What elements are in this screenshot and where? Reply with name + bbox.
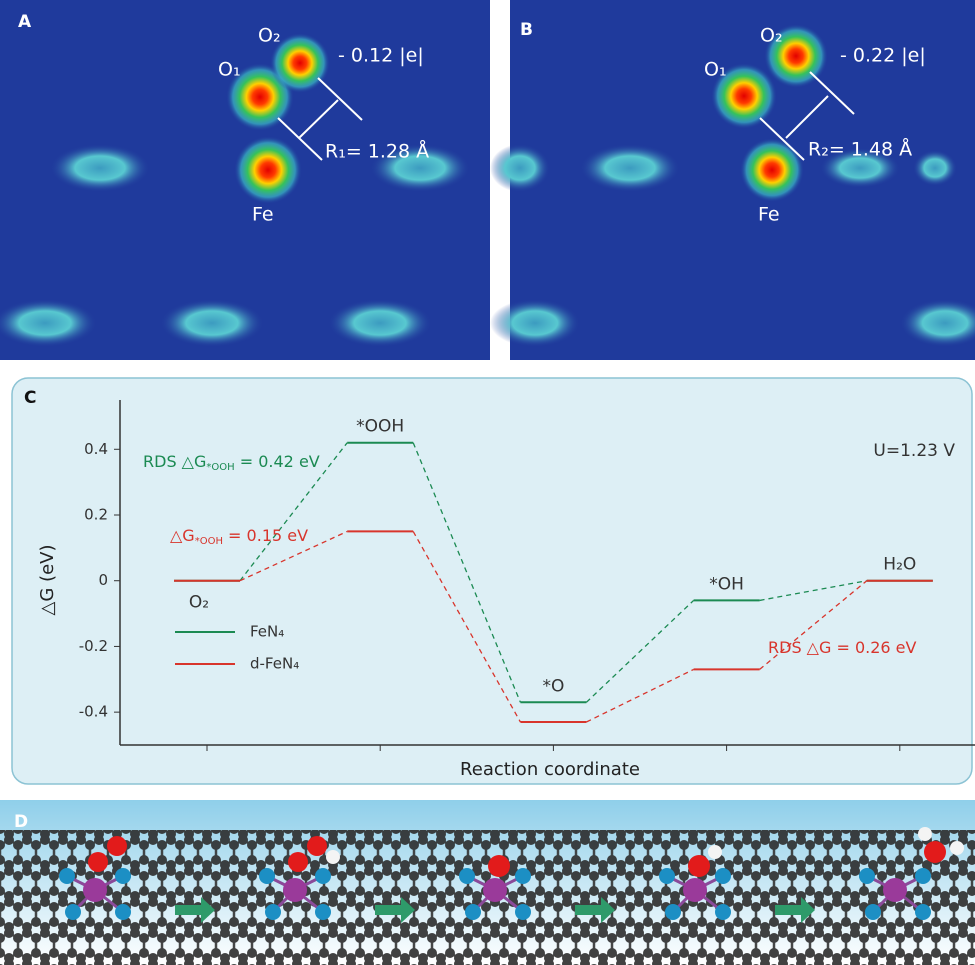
n-atom xyxy=(915,904,931,920)
fe-atom xyxy=(283,878,307,902)
atom-label: O₂ xyxy=(760,25,783,47)
o-atom xyxy=(688,855,710,877)
charge-label: - 0.22 |e| xyxy=(840,45,926,67)
annotation-part: *OOH xyxy=(206,462,234,473)
condition-label: U=1.23 V xyxy=(873,441,955,461)
level-label: O₂ xyxy=(189,593,209,613)
o-atom xyxy=(288,852,308,872)
panel-a: A O₂ O₁ Fe - 0.12 |e| R₁= 1.28 Å xyxy=(0,0,490,360)
n-atom xyxy=(659,868,675,884)
n-atom xyxy=(59,868,75,884)
h-atom xyxy=(950,841,964,855)
atom-label: O₁ xyxy=(218,59,241,81)
level-label: H₂O xyxy=(883,555,916,575)
n-atom xyxy=(665,904,681,920)
fe-atom xyxy=(83,878,107,902)
level-label: *OOH xyxy=(356,417,404,437)
atom-label: O₁ xyxy=(704,59,727,81)
n-atom xyxy=(315,868,331,884)
panel-label: B xyxy=(520,20,533,40)
figure: A O₂ O₁ Fe - 0.12 |e| R₁= 1.28 Å B O₂ O₁… xyxy=(0,0,975,965)
legend-label: d-FeN₄ xyxy=(250,655,299,673)
distance-label: R₂= 1.48 Å xyxy=(808,138,912,161)
n-atom xyxy=(265,904,281,920)
level-label: *O xyxy=(542,676,564,696)
y-tick-label: -0.4 xyxy=(79,703,108,721)
annotation-part: = 0.42 eV xyxy=(235,452,320,471)
h-atom xyxy=(326,850,340,864)
fe-atom xyxy=(683,878,707,902)
atom-label: Fe xyxy=(252,204,274,226)
legend-label: FeN₄ xyxy=(250,623,284,641)
n-atom xyxy=(859,868,875,884)
annotation-part: RDS △G = 0.26 eV xyxy=(768,638,917,657)
n-atom xyxy=(259,868,275,884)
o-atom xyxy=(307,836,327,856)
chart-panel xyxy=(12,378,972,784)
atom-label: O₂ xyxy=(258,25,281,47)
charge-label: - 0.12 |e| xyxy=(338,45,424,67)
n-atom xyxy=(65,904,81,920)
annotation-part: △G xyxy=(170,526,195,545)
annotation-part: RDS △G xyxy=(143,452,206,471)
panel-label: A xyxy=(18,12,32,32)
level-label: *OH xyxy=(709,574,744,594)
o-atom xyxy=(88,852,108,872)
o-atom xyxy=(924,841,946,863)
atom-label: Fe xyxy=(758,204,780,226)
n-atom xyxy=(915,868,931,884)
n-atom xyxy=(515,868,531,884)
y-tick-label: 0 xyxy=(98,571,108,589)
y-tick-label: -0.2 xyxy=(79,637,108,655)
n-atom xyxy=(515,904,531,920)
h-atom xyxy=(918,827,932,841)
o-atom xyxy=(107,836,127,856)
annotation-part: = 0.15 eV xyxy=(223,526,308,545)
x-axis-title: Reaction coordinate xyxy=(460,759,640,780)
fe-atom xyxy=(483,878,507,902)
distance-label: R₁= 1.28 Å xyxy=(325,140,429,163)
annotation: △G*OOH = 0.15 eV xyxy=(170,526,308,548)
h-atom xyxy=(708,845,722,859)
n-atom xyxy=(865,904,881,920)
panel-d: D xyxy=(0,800,975,965)
panel-label: D xyxy=(14,812,28,832)
annotation-part: *OOH xyxy=(195,536,223,547)
n-atom xyxy=(715,868,731,884)
panel-b: B O₂ O₁ Fe - 0.22 |e| R₂= 1.48 Å xyxy=(490,0,975,360)
y-tick-label: 0.4 xyxy=(84,440,108,458)
n-atom xyxy=(465,904,481,920)
panel-label: C xyxy=(24,388,36,408)
n-atom xyxy=(715,904,731,920)
y-axis-title: △G (eV) xyxy=(37,545,58,616)
annotation: RDS △G = 0.26 eV xyxy=(768,638,917,657)
o-atom xyxy=(488,855,510,877)
fe-atom xyxy=(883,878,907,902)
y-tick-label: 0.2 xyxy=(84,506,108,524)
n-atom xyxy=(315,904,331,920)
n-atom xyxy=(459,868,475,884)
n-atom xyxy=(115,904,131,920)
n-atom xyxy=(115,868,131,884)
